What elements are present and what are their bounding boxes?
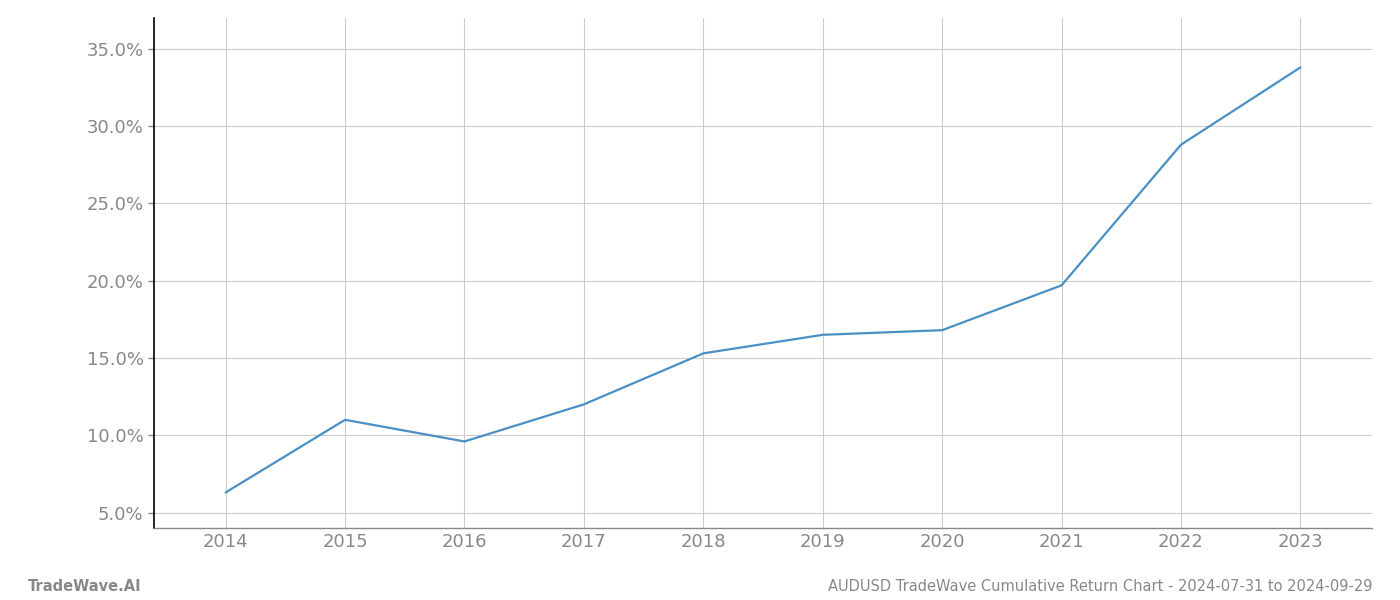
Text: AUDUSD TradeWave Cumulative Return Chart - 2024-07-31 to 2024-09-29: AUDUSD TradeWave Cumulative Return Chart…	[827, 579, 1372, 594]
Text: TradeWave.AI: TradeWave.AI	[28, 579, 141, 594]
